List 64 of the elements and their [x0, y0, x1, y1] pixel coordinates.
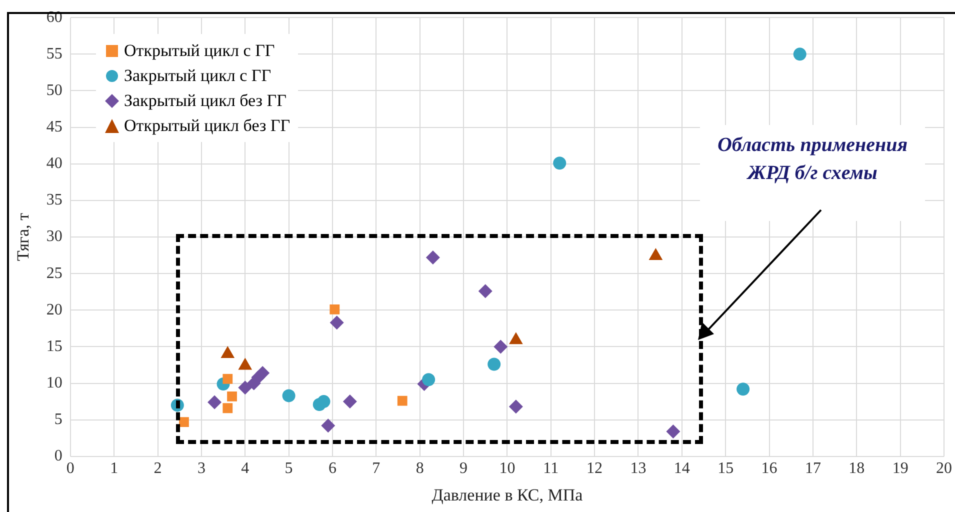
x-tick-label: 14 — [674, 460, 690, 478]
x-tick-label: 2 — [154, 460, 162, 478]
point — [330, 316, 344, 330]
x-tick-label: 18 — [848, 460, 865, 478]
x-tick-label: 3 — [197, 460, 206, 478]
x-tick-label: 17 — [804, 460, 821, 478]
y-tick-label: 55 — [46, 45, 62, 62]
x-tick-label: 13 — [630, 460, 646, 478]
point — [222, 374, 233, 384]
y-axis-title: Тяга, т — [14, 212, 33, 262]
y-tick-label: 40 — [46, 155, 62, 172]
point — [208, 395, 222, 410]
point — [397, 396, 408, 406]
x-axis-title: Давление в КС, МПа — [432, 485, 584, 504]
point — [488, 358, 501, 371]
x-tick-label: 4 — [241, 460, 250, 478]
y-tick-label: 20 — [46, 301, 62, 318]
y-tick-label: 5 — [54, 411, 62, 428]
y-tick-label: 35 — [46, 192, 62, 209]
point — [238, 380, 252, 395]
x-tick-label: 19 — [892, 460, 908, 478]
point — [426, 250, 440, 264]
x-tick-label: 9 — [460, 460, 468, 478]
point — [342, 394, 357, 409]
point — [330, 304, 340, 314]
point — [256, 366, 270, 380]
x-tick-label: 11 — [543, 460, 559, 478]
x-tick-label: 0 — [66, 460, 74, 478]
x-tick-label: 16 — [761, 460, 778, 478]
legend-label: Закрытый цикл без ГГ — [124, 90, 286, 112]
x-tick-label: 6 — [328, 460, 336, 478]
legend-label: Открытый цикл с ГГ — [124, 40, 275, 62]
x-tick-label: 1 — [110, 460, 118, 478]
point — [793, 48, 806, 61]
x-tick-label: 5 — [284, 460, 293, 478]
point — [422, 373, 436, 386]
point — [222, 403, 233, 414]
point — [508, 400, 523, 414]
legend-label: Закрытый цикл с ГГ — [124, 65, 272, 87]
y-tick-label: 10 — [46, 374, 62, 392]
x-tick-label: 10 — [499, 460, 516, 478]
y-tick-label: 0 — [54, 448, 62, 465]
point — [227, 391, 237, 402]
point — [321, 418, 336, 433]
point — [666, 424, 680, 439]
legend-label: Открытый цикл без ГГ — [124, 115, 290, 137]
y-tick-label: 50 — [46, 82, 62, 99]
x-tick-label: 15 — [718, 460, 734, 478]
x-tick-label: 12 — [586, 460, 603, 478]
point — [282, 389, 296, 402]
y-tick-label: 30 — [46, 228, 62, 246]
point — [736, 382, 750, 396]
y-tick-label: 15 — [46, 338, 62, 355]
annotation: Область применения ЖРД б/г схемы — [716, 133, 909, 186]
point — [553, 156, 566, 170]
point — [494, 340, 508, 354]
y-tick-label: 25 — [46, 264, 62, 282]
y-tick-label: 45 — [46, 118, 62, 136]
point — [317, 395, 330, 408]
point — [179, 417, 189, 427]
point — [478, 284, 492, 298]
x-tick-label: 7 — [372, 460, 380, 478]
x-tick-label: 20 — [936, 460, 952, 478]
x-tick-label: 8 — [416, 460, 424, 478]
